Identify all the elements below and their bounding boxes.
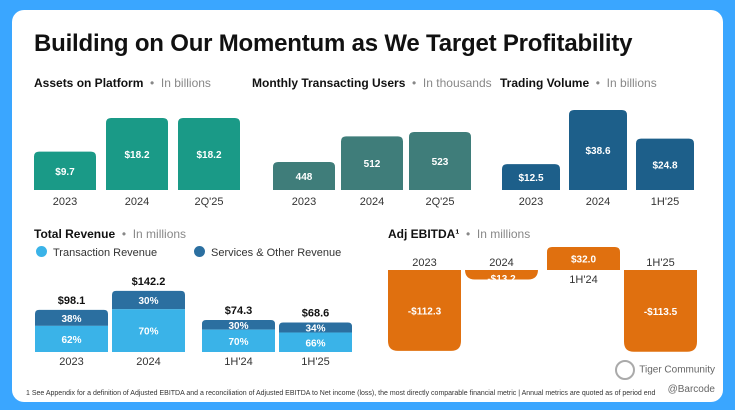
legend-services-label: Services & Other Revenue bbox=[211, 247, 342, 259]
footnote: 1 See Appendix for a definition of Adjus… bbox=[26, 390, 656, 397]
assets-unit: In billions bbox=[160, 76, 211, 90]
revenue-services-segment-0 bbox=[35, 309, 108, 326]
revenue-transaction-segment-0 bbox=[35, 325, 108, 352]
trading-bar-1 bbox=[569, 110, 627, 190]
watermark-brand-row: Tiger Community bbox=[615, 360, 715, 380]
mtu-bar-2 bbox=[409, 132, 471, 190]
ebitda-value-label-1: -$13.2 bbox=[487, 274, 516, 285]
trading-value-label-2: $24.8 bbox=[652, 160, 677, 171]
revenue-category-label-3: 1H'25 bbox=[301, 356, 329, 368]
revenue-unit: In millions bbox=[132, 227, 187, 241]
revenue-transaction-label-2: 70% bbox=[228, 337, 248, 348]
mtu-unit: In thousands bbox=[422, 76, 492, 90]
legend-services-swatch bbox=[194, 246, 205, 257]
ebitda-category-label-0: 2023 bbox=[412, 257, 436, 269]
revenue-total-label-1: $142.2 bbox=[132, 276, 166, 288]
trading-bar-0 bbox=[502, 164, 560, 190]
ebitda-bar-1 bbox=[465, 269, 538, 280]
watermark-brand: Tiger Community bbox=[639, 364, 715, 376]
ebitda-value-label-0: -$112.3 bbox=[408, 306, 442, 317]
ebitda-bar-2 bbox=[547, 246, 620, 270]
revenue-category-label-2: 1H'24 bbox=[224, 356, 252, 368]
watermark: Tiger Community @Barcode bbox=[615, 360, 715, 395]
trading-category-label-1: 2024 bbox=[586, 196, 610, 208]
tiger-logo-icon bbox=[615, 360, 636, 380]
legend-transaction-swatch bbox=[36, 246, 47, 257]
mtu-category-label-0: 2023 bbox=[292, 196, 316, 208]
mtu-value-label-0: 448 bbox=[296, 172, 313, 183]
mtu-sep: • bbox=[408, 76, 423, 90]
assets-sep: • bbox=[146, 76, 161, 90]
revenue-services-segment-2 bbox=[202, 320, 275, 330]
legend-services: Services & Other Revenue bbox=[194, 246, 341, 259]
mtu-bar-1 bbox=[341, 136, 403, 190]
revenue-header: Total Revenue • In millions bbox=[34, 227, 186, 241]
revenue-total-label-2: $74.3 bbox=[225, 305, 253, 317]
assets-bar-0 bbox=[34, 151, 96, 190]
revenue-transaction-segment-2 bbox=[202, 329, 275, 352]
charts-canvas: $9.7 2023 $18.2 2024 $18.2 2Q'25 448 2023 512 202… bbox=[34, 110, 697, 368]
trading-header: Trading Volume • In billions bbox=[500, 76, 657, 90]
mtu-category-label-2: 2Q'25 bbox=[425, 196, 454, 208]
revenue-services-segment-1 bbox=[112, 290, 185, 310]
ebitda-sep: • bbox=[462, 227, 477, 241]
assets-value-label-1: $18.2 bbox=[124, 150, 149, 161]
ebitda-header: Adj EBITDA¹ • In millions bbox=[388, 227, 530, 241]
revenue-services-label-0: 38% bbox=[61, 314, 81, 325]
revenue-transaction-segment-3 bbox=[279, 332, 352, 352]
trading-category-label-2: 1H'25 bbox=[651, 196, 679, 208]
mtu-value-label-1: 512 bbox=[364, 159, 381, 170]
mtu-header: Monthly Transacting Users • In thousands bbox=[252, 76, 492, 90]
assets-category-label-1: 2024 bbox=[125, 196, 149, 208]
ebitda-bar-0 bbox=[388, 270, 461, 351]
revenue-transaction-segment-1 bbox=[112, 309, 185, 352]
trading-title: Trading Volume bbox=[500, 76, 590, 90]
ebitda-bar-3 bbox=[624, 270, 697, 352]
mtu-category-label-1: 2024 bbox=[360, 196, 384, 208]
trading-sep: • bbox=[592, 76, 607, 90]
mtu-bar-0 bbox=[273, 162, 335, 190]
watermark-handle: @Barcode bbox=[667, 384, 715, 395]
mtu-title: Monthly Transacting Users bbox=[252, 76, 406, 90]
assets-category-label-2: 2Q'25 bbox=[194, 196, 223, 208]
assets-title: Assets on Platform bbox=[34, 76, 144, 90]
assets-value-label-2: $18.2 bbox=[196, 150, 221, 161]
trading-unit: In billions bbox=[606, 76, 657, 90]
revenue-transaction-label-3: 66% bbox=[305, 338, 325, 349]
assets-value-label-0: $9.7 bbox=[55, 167, 75, 178]
trading-category-label-0: 2023 bbox=[519, 196, 543, 208]
revenue-services-segment-3 bbox=[279, 322, 352, 333]
revenue-category-label-0: 2023 bbox=[59, 356, 83, 368]
revenue-total-label-3: $68.6 bbox=[302, 308, 330, 320]
revenue-services-label-3: 34% bbox=[305, 324, 325, 335]
assets-header: Assets on Platform • In billions bbox=[34, 76, 211, 90]
revenue-transaction-label-0: 62% bbox=[61, 335, 81, 346]
revenue-title: Total Revenue bbox=[34, 227, 116, 241]
trading-bar-2 bbox=[636, 138, 694, 190]
legend-transaction-label: Transaction Revenue bbox=[53, 247, 158, 259]
mtu-value-label-2: 523 bbox=[432, 157, 449, 168]
revenue-total-label-0: $98.1 bbox=[58, 295, 86, 307]
legend-transaction: Transaction Revenue bbox=[36, 246, 157, 259]
revenue-category-label-1: 2024 bbox=[136, 356, 160, 368]
trading-value-label-0: $12.5 bbox=[518, 173, 543, 184]
slide: Building on Our Momentum as We Target Pr… bbox=[12, 10, 723, 402]
assets-bar-1 bbox=[106, 118, 168, 190]
ebitda-unit: In millions bbox=[476, 227, 531, 241]
assets-category-label-0: 2023 bbox=[53, 196, 77, 208]
ebitda-value-label-3: -$113.5 bbox=[644, 307, 678, 318]
ebitda-title: Adj EBITDA¹ bbox=[388, 227, 460, 241]
ebitda-value-label-2: $32.0 bbox=[571, 254, 596, 265]
ebitda-category-label-3: 1H'25 bbox=[646, 257, 674, 269]
revenue-transaction-label-1: 70% bbox=[138, 327, 158, 338]
assets-bar-2 bbox=[178, 118, 240, 190]
ebitda-category-label-1: 2024 bbox=[489, 257, 513, 269]
revenue-services-label-2: 30% bbox=[228, 321, 248, 332]
revenue-services-label-1: 30% bbox=[138, 296, 158, 307]
revenue-sep: • bbox=[118, 227, 133, 241]
trading-value-label-1: $38.6 bbox=[585, 146, 610, 157]
ebitda-category-label-2: 1H'24 bbox=[569, 274, 597, 286]
slide-title: Building on Our Momentum as We Target Pr… bbox=[34, 30, 633, 57]
